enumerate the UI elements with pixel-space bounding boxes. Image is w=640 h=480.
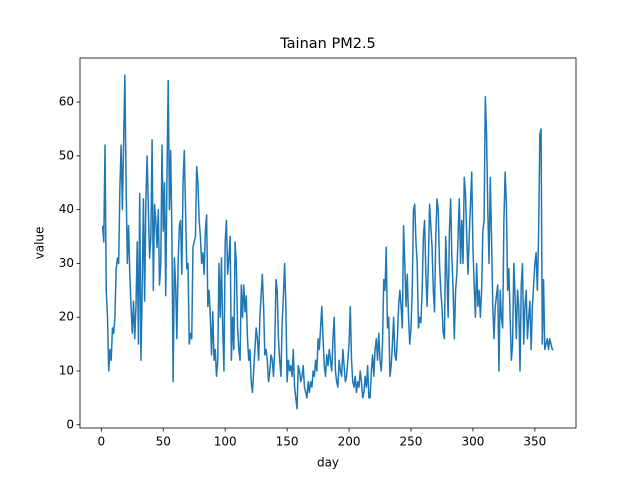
y-tick-label: 10: [59, 363, 74, 377]
x-axis-label: day: [317, 456, 339, 470]
x-tick-label: 300: [461, 435, 484, 449]
y-tick-label: 40: [59, 202, 74, 216]
data-line: [101, 74, 554, 410]
x-tick-label: 0: [97, 435, 105, 449]
y-tick-label: 0: [66, 417, 74, 431]
x-tick-label: 200: [338, 435, 361, 449]
y-tick-label: 30: [59, 256, 74, 270]
x-tick-label: 350: [523, 435, 546, 449]
x-tick-label: 100: [214, 435, 237, 449]
y-axis-label: value: [33, 227, 47, 260]
x-tick-label: 150: [276, 435, 299, 449]
chart-title: Tainan PM2.5: [279, 36, 376, 52]
y-tick-label: 50: [59, 148, 74, 162]
plot-frame: [79, 57, 577, 429]
y-tick-label: 20: [59, 310, 74, 324]
x-tick-label: 250: [400, 435, 423, 449]
y-tick-label: 60: [59, 95, 74, 109]
x-tick-label: 50: [156, 435, 171, 449]
